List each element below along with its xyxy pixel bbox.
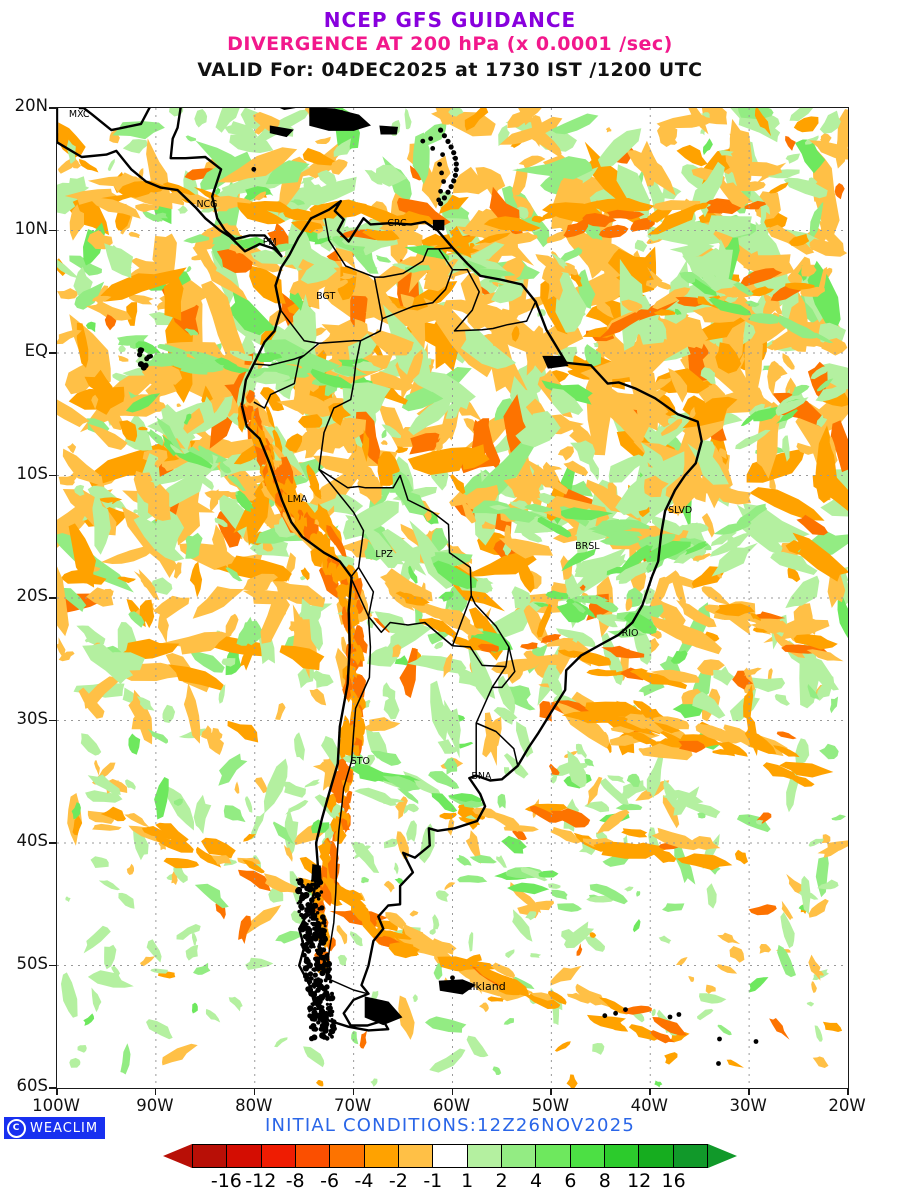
colorbar-bin-4 [329,1144,364,1168]
y-axis-tick [49,229,56,232]
y-axis-tick [49,964,56,967]
colorbar-bin-14 [672,1144,708,1168]
colorbar-tick-12: 12 [627,1170,652,1192]
colorbar-cells [192,1144,708,1168]
colorbar-bin-8 [466,1144,501,1168]
colorbar-tick-0: -16 [210,1170,242,1192]
x-axis-tick-label: 90W [136,1096,174,1115]
colorbar-bin-13 [638,1144,673,1168]
colorbar-bin-1 [226,1144,261,1168]
city-label-pm: PM [262,236,277,248]
city-label-bgt: BGT [316,290,336,302]
x-axis-tick [253,1088,256,1095]
y-axis-tick [49,1087,56,1089]
map-plot-area[interactable]: MXC NCG CRC PM BGT LMA LPZ BRSL SLVD RIO STO BNA Fal… [56,107,849,1089]
colorbar-bin-2 [260,1144,295,1168]
header-block: NCEP GFS GUIDANCE DIVERGENCE AT 200 hPa … [0,0,900,83]
colorbar-bin-12 [603,1144,639,1168]
colorbar-bin-3 [294,1144,330,1168]
colorbar-tick-4: -4 [354,1170,374,1192]
initial-conditions-text: INITIAL CONDITIONS:12Z26NOV2025 [264,1115,636,1136]
colorbar-bin-11 [569,1144,604,1168]
divergence-field [57,108,848,1088]
colorbar-tick-8: 2 [495,1170,508,1192]
y-axis-tick-label: 40S [16,831,48,850]
x-axis-tick-label: 20W [828,1096,866,1115]
coastline-layer [57,108,759,1066]
x-axis-tick [748,1088,750,1095]
colorbar-tick-3: -6 [320,1170,340,1192]
weaclim-logo-text: WEACLIM [30,1120,99,1136]
city-label-bna: BNA [471,770,492,782]
x-axis-tick [847,1088,849,1095]
valid-time-line: VALID For: 04DEC2025 at 1730 IST /1200 U… [197,59,703,81]
city-label-rio: RIO [621,627,639,639]
colorbar-extend-low-arrow [163,1144,192,1168]
x-axis-tick [154,1088,157,1095]
colorbar-bin-10 [535,1144,570,1168]
colorbar-tick-5: -2 [388,1170,408,1192]
colorbar-tick-9: 4 [529,1170,543,1192]
page-title: NCEP GFS GUIDANCE [323,8,577,32]
weaclim-logo[interactable]: C WEACLIM [4,1117,106,1139]
y-axis-tick [49,719,56,722]
colorbar-tick-7: 1 [461,1170,474,1192]
colorbar-tick-10: 6 [564,1170,577,1192]
colorbar[interactable] [163,1144,737,1168]
x-axis-tick-label: 100W [32,1096,80,1115]
y-axis-tick-label: 60S [16,1076,48,1095]
colorbar-tick-2: -8 [285,1170,305,1192]
y-axis-tick-label: 10S [16,463,48,483]
city-label-crc: CRC [387,218,407,230]
city-label-sto: STO [350,756,370,768]
city-label-falkland: Falkland [460,980,506,994]
colorbar-extend-high-arrow [708,1144,737,1168]
copyright-icon: C [7,1118,26,1138]
x-axis-tick [56,1088,58,1095]
colorbar-bin-0 [192,1144,227,1168]
divergence-shading-layer [57,108,848,1088]
y-axis-tick [49,842,56,844]
x-axis-tick-label: 30W [729,1096,767,1115]
colorbar-bin-9 [500,1144,536,1168]
colorbar-bin-6 [397,1144,433,1168]
city-label-lpz: LPZ [375,549,393,561]
y-axis-tick-label: 10N [14,218,48,238]
colorbar-tick-13: 16 [661,1170,686,1192]
x-axis-tick-label: 40W [630,1096,668,1115]
chart-subtitle: DIVERGENCE AT 200 hPa (x 0.0001 /sec) [227,33,673,55]
city-label-slvd: SLVD [668,505,693,517]
y-axis-tick-label: 30S [16,708,48,728]
colorbar-tick-labels: -16 -12 -8 -6 -4 -2 -1 1 2 4 6 8 12 16 [163,1170,737,1194]
y-axis-tick-label: 50S [16,953,48,973]
colorbar-bin-5 [363,1144,398,1168]
colorbar-tick-6: -1 [423,1170,443,1192]
x-axis-tick [550,1088,552,1095]
x-axis-tick-label: 60W [432,1096,471,1115]
x-axis-tick-label: 50W [531,1096,570,1115]
city-label-mxc: MXC [68,109,90,121]
y-axis-tick [49,474,56,477]
x-axis-tick [451,1088,454,1095]
colorbar-bin-7 [432,1144,467,1168]
y-axis-tick [49,597,56,599]
city-label-lma: LMA [287,494,308,505]
y-axis-tick-label: EQ [24,341,48,360]
x-axis-tick [352,1088,355,1095]
city-label-brsl: BRSL [575,540,600,552]
x-axis-tick-label: 80W [235,1096,273,1115]
colorbar-tick-1: -12 [245,1170,277,1192]
x-axis-tick [649,1088,651,1095]
lat-lon-gridlines [57,108,848,1088]
city-label-ncg: NCG [196,198,218,210]
colorbar-tick-11: 8 [598,1170,611,1192]
y-axis-tick [49,352,56,354]
x-axis-tick-label: 70W [333,1096,372,1115]
y-axis-tick [49,107,56,109]
y-axis-tick-label: 20N [14,96,48,115]
y-axis-tick-label: 20S [16,586,48,605]
